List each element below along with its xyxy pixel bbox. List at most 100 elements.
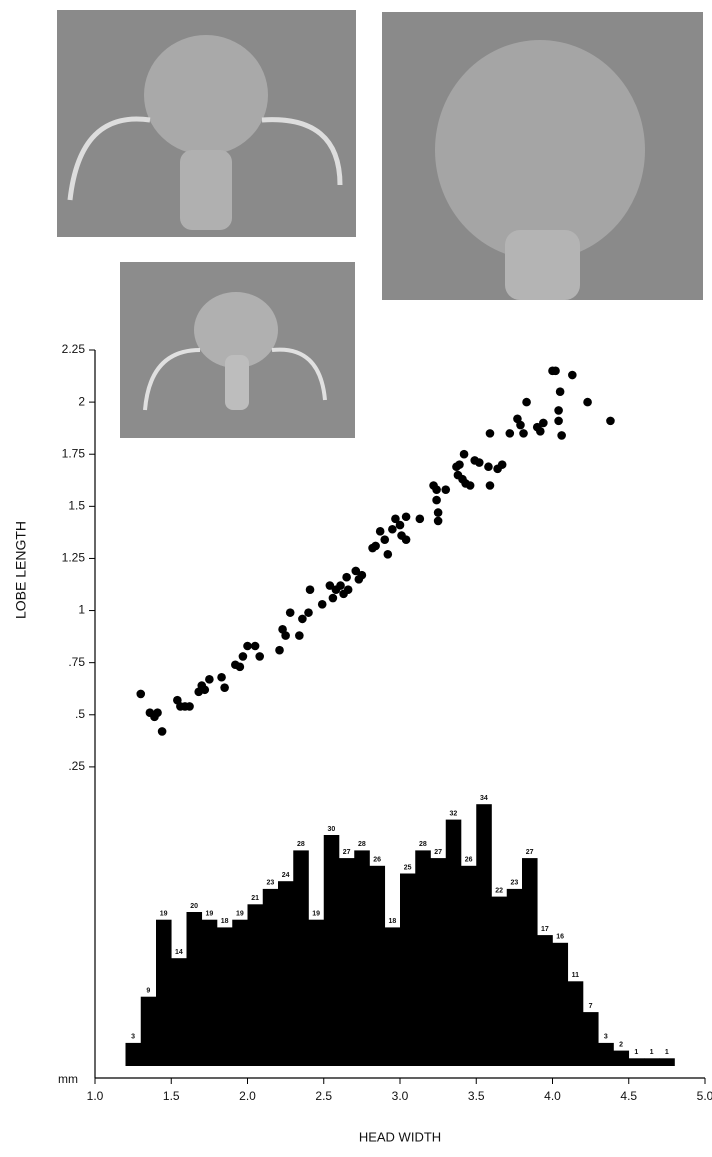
count-label: 18 — [388, 918, 396, 925]
histogram-bar — [293, 850, 309, 1066]
point — [433, 516, 443, 526]
point — [455, 460, 464, 469]
histogram-bar — [186, 912, 203, 1066]
histogram-bar — [339, 858, 355, 1066]
count-label: 17 — [541, 926, 549, 933]
histogram-bar — [445, 819, 462, 1066]
point — [342, 572, 351, 582]
photo-shape — [194, 292, 278, 368]
point — [343, 585, 353, 595]
count-label: 1 — [650, 1049, 654, 1056]
histogram-bar — [278, 881, 294, 1066]
count-label: 20 — [190, 903, 198, 910]
point — [395, 520, 405, 530]
count-label: 23 — [510, 880, 518, 887]
point — [255, 652, 264, 661]
histogram-bar — [628, 1058, 645, 1066]
x-tick-label: 2.0 — [239, 1089, 256, 1103]
count-label: 26 — [373, 857, 381, 864]
point — [433, 508, 443, 517]
point — [200, 685, 210, 695]
point — [157, 727, 167, 736]
point — [285, 608, 295, 617]
histogram-bar — [491, 896, 508, 1066]
point — [555, 387, 565, 396]
point — [522, 397, 531, 407]
photo-shape — [180, 150, 232, 230]
y-unit-label: mm — [58, 1072, 78, 1086]
point — [475, 458, 484, 467]
histogram-bar — [323, 835, 340, 1066]
point — [281, 631, 290, 640]
point — [336, 581, 345, 590]
count-label: 27 — [526, 849, 534, 856]
point — [205, 675, 214, 684]
point — [519, 429, 528, 438]
histogram-bar — [659, 1058, 675, 1066]
point — [185, 702, 194, 711]
x-tick-label: 4.0 — [544, 1089, 561, 1103]
count-label: 3 — [131, 1034, 135, 1041]
x-tick-label: 5.0 — [697, 1089, 712, 1103]
point — [583, 397, 592, 407]
count-label: 14 — [175, 949, 183, 956]
point — [516, 420, 525, 430]
histogram-bar — [400, 873, 416, 1066]
histogram-bar — [552, 942, 569, 1066]
histogram-bar — [140, 996, 157, 1066]
x-tick-label: 3.5 — [468, 1089, 485, 1103]
point — [536, 426, 545, 436]
point — [415, 514, 425, 524]
point — [568, 370, 577, 380]
histogram-bar — [461, 865, 477, 1066]
point — [153, 708, 162, 717]
x-tick-label: 1.5 — [163, 1089, 180, 1103]
count-label: 27 — [434, 849, 442, 856]
y-tick-label: .5 — [75, 707, 85, 721]
point — [432, 485, 441, 494]
point — [250, 641, 260, 651]
point — [465, 481, 475, 490]
point — [305, 585, 315, 595]
histogram-bar — [644, 1058, 660, 1066]
point — [351, 566, 361, 576]
point — [328, 593, 338, 603]
count-label: 28 — [297, 841, 305, 848]
y-axis-title: LOBE LENGTH — [13, 521, 29, 619]
histogram-bar — [384, 927, 401, 1066]
count-label: 21 — [251, 895, 259, 902]
histogram-bar — [201, 919, 218, 1066]
point — [441, 485, 451, 494]
count-label: 19 — [205, 911, 213, 918]
photos — [57, 10, 703, 438]
histogram-bar — [217, 927, 233, 1066]
histogram-bar — [262, 888, 279, 1066]
point — [325, 581, 335, 590]
count-label: 19 — [312, 911, 320, 918]
point — [391, 514, 400, 524]
count-label: 11 — [572, 972, 580, 979]
histogram-bar — [354, 850, 370, 1066]
x-tick-label: 3.0 — [392, 1089, 409, 1103]
point — [238, 652, 248, 661]
point — [375, 527, 385, 536]
photo-shape — [67, 116, 343, 201]
count-label: 24 — [282, 872, 290, 879]
y-tick-label: .25 — [68, 759, 85, 773]
histogram-bar — [171, 958, 187, 1066]
point — [557, 431, 566, 440]
count-label: 30 — [327, 826, 335, 833]
x-tick-label: 2.5 — [315, 1089, 332, 1103]
point — [539, 418, 548, 428]
count-label: 1 — [634, 1049, 638, 1056]
point — [220, 683, 229, 692]
count-label: 28 — [358, 841, 366, 848]
point — [484, 462, 493, 472]
point — [432, 495, 441, 505]
x-tick-label: 1.0 — [87, 1089, 104, 1103]
histogram-bar — [537, 935, 553, 1066]
count-label: 32 — [449, 810, 457, 817]
point — [485, 429, 495, 438]
histogram-bar — [567, 981, 584, 1066]
